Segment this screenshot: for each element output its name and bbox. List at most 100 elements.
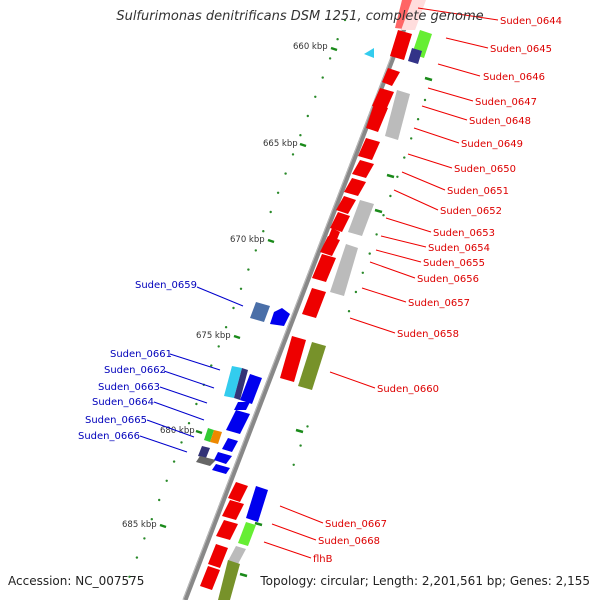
- gc-dot: [423, 98, 427, 102]
- gene-0666b: [196, 456, 216, 466]
- gc-dot: [410, 137, 413, 140]
- gene-0652: [336, 196, 356, 214]
- topology-text: Topology: circular; Length: 2,201,561 bp…: [260, 574, 590, 588]
- leader-line: [349, 317, 396, 334]
- scale-dot: [328, 57, 332, 60]
- gene-0659: [250, 302, 270, 322]
- scale-dot: [224, 326, 228, 329]
- scale-dot: [143, 537, 146, 540]
- gene-0664: [226, 410, 250, 434]
- gene-0670b: [218, 560, 240, 600]
- gene-0644-shade: [401, 0, 426, 30]
- scale-dot: [314, 95, 317, 99]
- leader-line: [271, 523, 317, 541]
- gc-marks: [239, 76, 433, 578]
- label-suden-0645: Suden_0645: [490, 44, 552, 55]
- gene-top-arrow: [364, 48, 374, 58]
- leader-line: [361, 287, 407, 303]
- gc-dot: [299, 444, 302, 447]
- gene-0653b: [348, 200, 374, 236]
- leader-line: [369, 261, 416, 279]
- label-suden-0654: Suden_0654: [428, 243, 490, 254]
- left-leaders: [139, 286, 244, 453]
- gc-dot: [382, 214, 385, 217]
- gene-0649: [358, 138, 380, 160]
- leader-line: [413, 127, 460, 144]
- gene-0663: [234, 402, 250, 410]
- gc-dot: [396, 175, 399, 178]
- label-suden-0667: Suden_0667: [325, 519, 387, 530]
- leader-line: [153, 401, 205, 421]
- label-suden-0660: Suden_0660: [377, 384, 439, 395]
- scale-dot: [165, 479, 168, 482]
- leader-line: [421, 105, 468, 121]
- gene-0647: [372, 88, 394, 110]
- gene-0668: [238, 522, 256, 546]
- gene-0656: [312, 254, 336, 282]
- gene-0646: [382, 68, 400, 86]
- gene-0667b: [222, 500, 244, 520]
- gene-0661: [224, 366, 242, 398]
- label-suden-0649: Suden_0649: [461, 139, 523, 150]
- scale-dot: [217, 345, 220, 348]
- label-suden-0647: Suden_0647: [475, 97, 537, 108]
- scale-dot: [172, 460, 176, 463]
- label-suden-0665: Suden_0665: [85, 415, 147, 426]
- gc-dot: [347, 310, 351, 313]
- label-suden-0651: Suden_0651: [447, 186, 509, 197]
- gc-dot: [389, 194, 392, 198]
- leader-line: [393, 189, 439, 211]
- gc-dot: [292, 463, 295, 466]
- scale-dot: [343, 18, 347, 22]
- gene-0670: [200, 566, 220, 590]
- label-suden-0653: Suden_0653: [433, 228, 495, 239]
- label-suden-0657: Suden_0657: [408, 298, 470, 309]
- label-flhb: flhB: [313, 554, 333, 565]
- gc-dot: [354, 290, 358, 294]
- gene-flhB: [228, 546, 246, 564]
- scale-dot: [254, 249, 257, 252]
- leader-line: [445, 37, 489, 49]
- scale-dots: [128, 18, 427, 578]
- scale-dot: [291, 153, 295, 156]
- scale-dot: [150, 518, 153, 521]
- leader-line: [146, 419, 195, 438]
- label-suden-0648: Suden_0648: [469, 116, 531, 127]
- scale-dot: [128, 575, 131, 578]
- tick-685kbp: 685 kbp: [122, 520, 157, 530]
- leader-line: [159, 386, 208, 404]
- scale-dot: [262, 230, 265, 233]
- label-suden-0656: Suden_0656: [417, 274, 479, 285]
- scale-dot: [135, 556, 139, 559]
- scale-dot: [195, 402, 198, 406]
- genome-backbone-highlight: [182, 0, 414, 600]
- leader-line: [380, 235, 427, 248]
- right-leaders: [263, 7, 499, 559]
- gene-0666a: [198, 446, 210, 458]
- label-suden-0652: Suden_0652: [440, 206, 502, 217]
- scale-dot: [269, 210, 272, 214]
- gene-0660b: [298, 342, 326, 390]
- gene-0665c: [222, 438, 238, 452]
- label-suden-0662: Suden_0662: [104, 365, 166, 376]
- gene-0669: [208, 544, 228, 568]
- label-suden-0661: Suden_0661: [110, 349, 172, 360]
- gene-0645: [390, 30, 412, 60]
- scale-dot: [180, 441, 183, 444]
- leader-line: [417, 7, 499, 21]
- leader-line: [427, 87, 474, 102]
- genome-title: Sulfurimonas denitrificans DSM 1251, com…: [116, 9, 484, 24]
- leader-line: [169, 353, 221, 371]
- label-suden-0655: Suden_0655: [423, 258, 485, 269]
- scale-dot: [276, 191, 280, 194]
- leader-line: [375, 249, 422, 263]
- scale-dot: [247, 268, 250, 271]
- gene-0660: [280, 336, 306, 382]
- leader-line: [401, 171, 446, 191]
- gene-0656b: [330, 244, 358, 296]
- label-suden-0668: Suden_0668: [318, 536, 380, 547]
- gc-dot: [416, 118, 420, 121]
- reverse-genes: [196, 48, 374, 522]
- scale-dot: [306, 114, 309, 118]
- leader-line: [139, 435, 188, 453]
